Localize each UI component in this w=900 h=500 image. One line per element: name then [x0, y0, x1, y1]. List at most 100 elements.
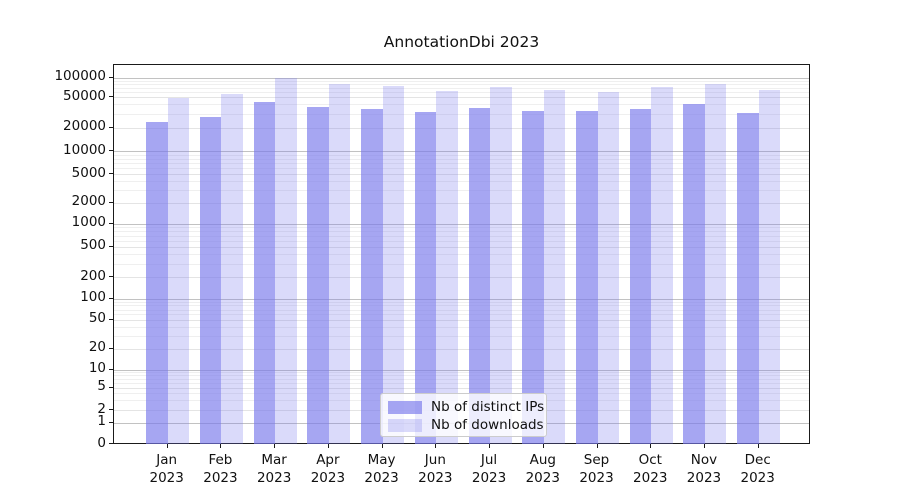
legend-item-distinct-ips: Nb of distinct IPs	[388, 398, 546, 416]
y-tick-label: 2000	[71, 193, 106, 210]
y-tick-mark	[109, 96, 113, 97]
x-tick-label: Nov 2023	[686, 452, 722, 486]
minor-gridline	[114, 91, 809, 93]
y-tick-label: 20000	[63, 118, 106, 135]
y-tick-label: 5	[97, 378, 106, 395]
x-tick-label: Jul 2023	[471, 452, 507, 486]
x-tick-mark	[220, 444, 222, 448]
minor-gridline	[114, 382, 809, 384]
y-tick-mark	[109, 368, 113, 370]
y-tick-mark	[109, 276, 113, 277]
minor-gridline	[114, 181, 809, 183]
bar-distinct-ips	[576, 111, 598, 444]
y-tick-label: 200	[80, 267, 106, 284]
y-tick-mark	[109, 76, 113, 78]
x-tick-label: Oct 2023	[633, 452, 668, 486]
bar-downloads	[597, 92, 620, 444]
y-tick-mark	[109, 443, 113, 445]
gridline	[114, 77, 809, 79]
bar-downloads	[382, 85, 405, 444]
y-tick-mark	[109, 297, 113, 299]
bar-downloads	[275, 78, 297, 444]
gridline	[114, 369, 809, 371]
gridline	[114, 174, 809, 176]
y-tick-mark	[109, 347, 113, 349]
gridline	[114, 277, 809, 278]
legend: Nb of distinct IPs Nb of downloads	[380, 393, 547, 437]
plot-area	[113, 64, 810, 444]
y-tick-mark	[109, 201, 113, 203]
legend-label-downloads: Nb of downloads	[431, 417, 544, 433]
x-tick-mark	[542, 444, 544, 448]
y-tick-label: 2	[97, 400, 106, 417]
bar-distinct-ips	[629, 108, 652, 444]
x-tick-mark	[650, 444, 652, 448]
minor-gridline	[114, 235, 809, 237]
bar-distinct-ips	[146, 122, 168, 444]
gridline	[114, 127, 809, 129]
y-tick-label: 500	[80, 237, 106, 254]
y-tick-mark	[109, 386, 113, 388]
x-tick-label: Jun 2023	[418, 452, 453, 486]
bar-downloads	[490, 86, 512, 444]
x-tick-label: Jan 2023	[149, 452, 184, 486]
y-tick-mark	[109, 150, 113, 151]
x-tick-label: Sep 2023	[579, 452, 614, 486]
x-tick-label: Feb 2023	[203, 452, 238, 486]
bar-distinct-ips	[361, 109, 383, 444]
bar-downloads	[328, 83, 351, 444]
y-tick-label: 50	[88, 310, 106, 327]
minor-gridline	[114, 83, 809, 85]
y-tick-mark	[109, 126, 113, 128]
minor-gridline	[114, 240, 809, 242]
minor-gridline	[114, 154, 809, 156]
x-tick-mark	[489, 444, 491, 448]
bar-downloads	[543, 89, 566, 444]
bar-downloads	[704, 83, 727, 444]
x-tick-label: Mar 2023	[256, 452, 292, 486]
minor-gridline	[114, 158, 809, 160]
x-tick-label: Apr 2023	[310, 452, 346, 486]
bar-distinct-ips	[522, 111, 544, 444]
y-tick-label: 10	[88, 360, 106, 376]
y-tick-label: 100000	[54, 68, 106, 85]
y-tick-label: 10000	[63, 141, 106, 158]
minor-gridline	[114, 263, 809, 265]
minor-gridline	[114, 375, 809, 377]
bar-distinct-ips	[683, 104, 705, 444]
bar-downloads	[436, 91, 458, 444]
legend-label-distinct-ips: Nb of distinct IPs	[431, 399, 545, 415]
minor-gridline	[114, 104, 809, 106]
bar-distinct-ips	[414, 111, 437, 444]
minor-gridline	[114, 80, 809, 82]
y-tick-mark	[109, 421, 113, 423]
minor-gridline	[114, 87, 809, 89]
legend-swatch-distinct-ips	[388, 400, 422, 414]
x-tick-label: Aug 2023	[525, 452, 560, 486]
bar-downloads	[758, 90, 781, 444]
bar-distinct-ips	[737, 112, 759, 444]
gridline	[114, 319, 809, 321]
x-tick-mark	[381, 444, 383, 448]
bar-downloads	[651, 86, 673, 444]
gridline	[114, 387, 809, 389]
bar-distinct-ips	[253, 102, 276, 444]
y-tick-label: 20	[88, 339, 106, 356]
x-tick-mark	[274, 444, 276, 448]
x-tick-mark	[596, 444, 598, 448]
y-tick-label: 1	[97, 413, 106, 429]
y-tick-label: 50000	[63, 87, 106, 104]
gridline	[114, 97, 809, 98]
y-tick-mark	[109, 222, 113, 224]
minor-gridline	[114, 231, 809, 233]
y-tick-label: 100	[80, 289, 106, 306]
gridline	[114, 298, 809, 300]
bar-distinct-ips	[468, 107, 491, 444]
legend-swatch-downloads	[388, 418, 422, 432]
x-tick-mark	[435, 444, 437, 448]
y-tick-mark	[109, 318, 113, 320]
minor-gridline	[114, 162, 809, 164]
x-tick-label: Dec 2023	[740, 452, 775, 486]
minor-gridline	[114, 190, 809, 192]
